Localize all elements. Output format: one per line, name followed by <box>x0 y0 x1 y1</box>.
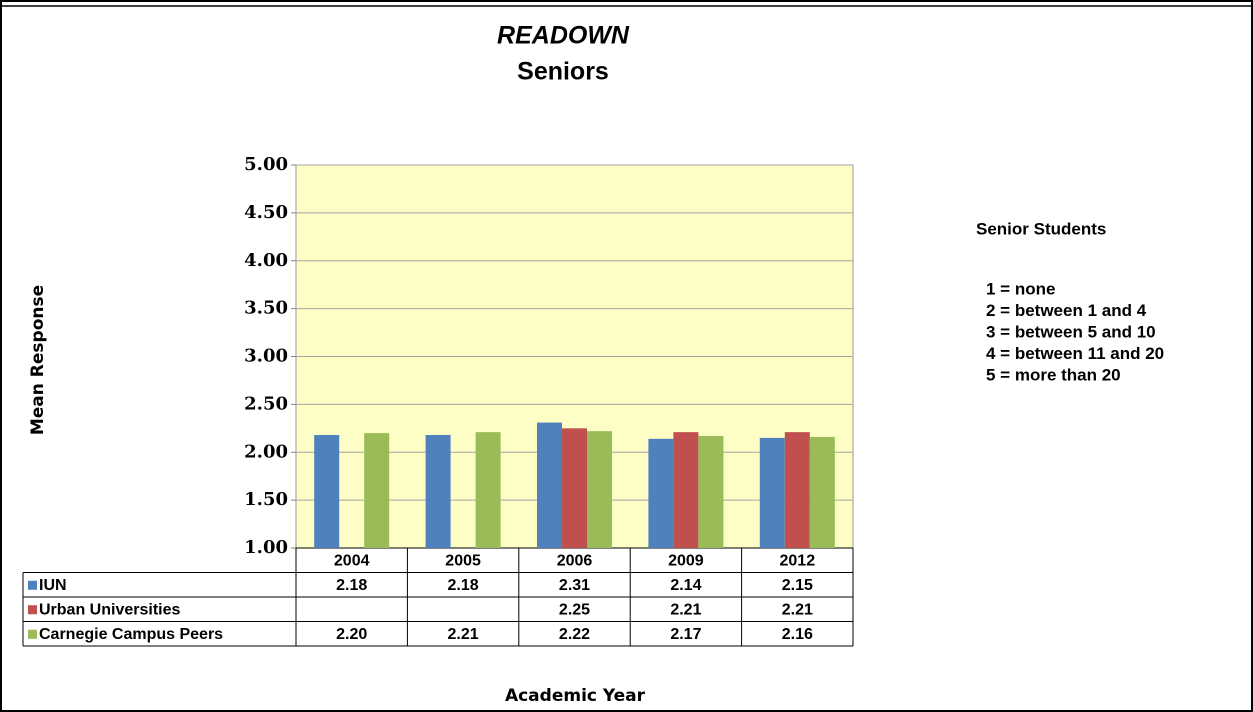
bar <box>587 431 612 548</box>
table-value: 2.18 <box>336 577 367 594</box>
annotation-title: Senior Students <box>976 219 1106 238</box>
table-value: 2.20 <box>336 626 367 643</box>
bar <box>425 435 451 548</box>
annotation-line: 5 = more than 20 <box>986 365 1121 384</box>
chart-title: READOWN <box>497 22 630 50</box>
y-axis-label: Mean Response <box>28 285 48 435</box>
bar <box>314 435 340 548</box>
bar <box>809 436 835 548</box>
y-tick-label: 3.00 <box>244 346 288 367</box>
x-axis-label: Academic Year <box>505 686 646 706</box>
annotation-line: 2 = between 1 and 4 <box>986 301 1147 320</box>
table-value: 2.21 <box>670 601 701 618</box>
bar <box>537 422 562 548</box>
x-tick-label: 2005 <box>445 552 481 569</box>
table-value: 2.15 <box>782 577 813 594</box>
y-tick-label: 5.00 <box>244 154 288 175</box>
y-tick-label: 3.50 <box>244 298 288 319</box>
table-value: 2.14 <box>670 577 701 594</box>
x-tick-label: 2012 <box>780 552 816 569</box>
bar <box>759 437 785 548</box>
y-tick-label: 2.50 <box>244 393 288 414</box>
legend-swatch <box>28 629 37 639</box>
table-value: 2.21 <box>448 626 479 643</box>
y-tick-label: 1.50 <box>244 489 288 510</box>
table-value: 2.21 <box>782 601 813 618</box>
legend-label: IUN <box>39 577 67 594</box>
bar <box>648 438 674 548</box>
table-value: 2.18 <box>448 577 479 594</box>
legend-swatch <box>28 580 37 590</box>
legend-label: Carnegie Campus Peers <box>39 626 223 643</box>
bar <box>562 428 587 548</box>
legend-swatch <box>28 605 37 615</box>
x-tick-label: 2006 <box>557 552 593 569</box>
annotation-line: 1 = none <box>986 279 1055 298</box>
table-value: 2.22 <box>559 626 590 643</box>
x-tick-label: 2004 <box>334 552 370 569</box>
x-tick-label: 2009 <box>668 552 704 569</box>
y-tick-label: 2.00 <box>244 441 288 462</box>
y-tick-label: 4.50 <box>244 202 288 223</box>
annotation-line: 4 = between 11 and 20 <box>986 344 1164 363</box>
table-value: 2.16 <box>782 626 813 643</box>
y-tick-label: 1.00 <box>244 537 288 558</box>
bar <box>475 432 501 548</box>
bar <box>673 432 699 548</box>
table-value: 2.17 <box>670 626 701 643</box>
legend-label: Urban Universities <box>39 601 180 618</box>
chart-subtitle: Seniors <box>517 58 609 86</box>
table-value: 2.25 <box>559 601 590 618</box>
bar <box>784 432 810 548</box>
table-value: 2.31 <box>559 577 590 594</box>
annotation-line: 3 = between 5 and 10 <box>986 322 1156 341</box>
bar <box>364 433 390 548</box>
bar <box>698 435 724 548</box>
y-tick-label: 4.00 <box>244 250 288 271</box>
